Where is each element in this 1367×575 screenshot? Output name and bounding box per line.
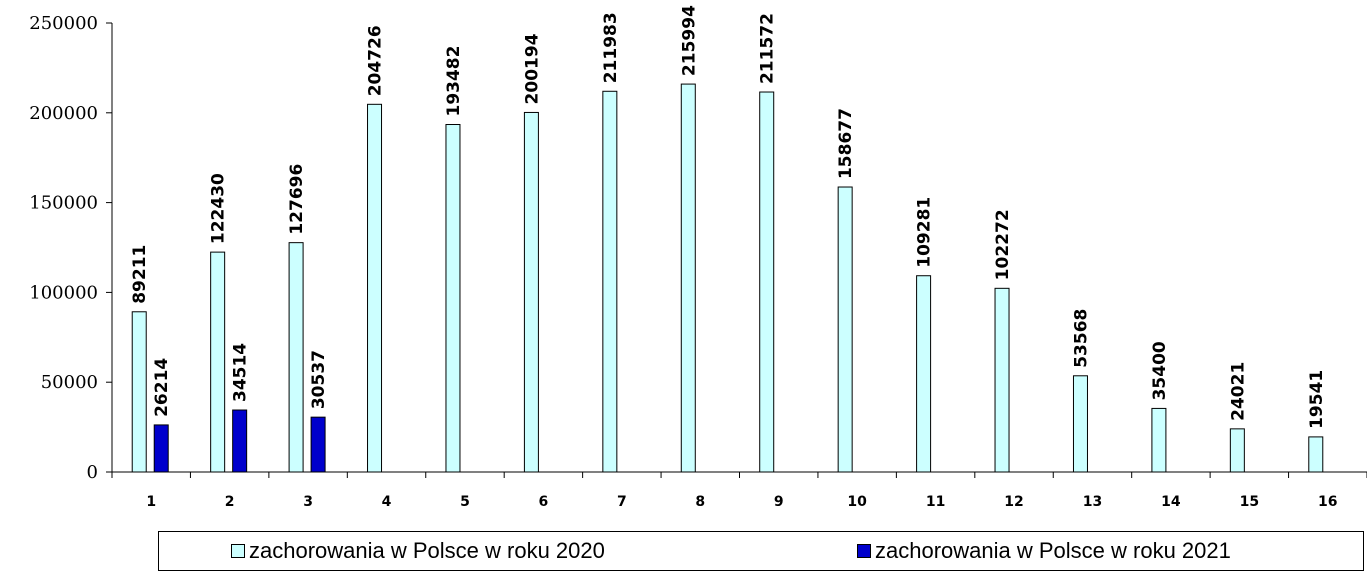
data-label-2021: 30537 <box>309 350 329 409</box>
bar-2020 <box>523 111 539 473</box>
bar-2020 <box>680 83 696 473</box>
y-tick-label: 50000 <box>41 372 98 393</box>
y-tick-label: 200000 <box>29 103 98 124</box>
data-label-2020: 24021 <box>1228 362 1248 421</box>
bar-2021 <box>310 416 326 473</box>
data-label-2021: 34514 <box>231 343 251 402</box>
bar-2020 <box>1151 407 1167 473</box>
bar-2020 <box>602 90 618 473</box>
x-tick-label: 16 <box>1318 494 1337 510</box>
x-tick-label: 9 <box>774 494 784 510</box>
x-tick-label: 12 <box>1004 494 1023 510</box>
legend-item-2021: zachorowania w Polsce w roku 2021 <box>857 538 1231 564</box>
x-tick-label: 1 <box>146 494 156 510</box>
legend-swatch-2021 <box>857 544 871 558</box>
x-tick-label: 7 <box>617 494 627 510</box>
legend-item-2020: zachorowania w Polsce w roku 2020 <box>231 538 605 564</box>
data-label-2020: 53568 <box>1071 309 1091 368</box>
x-tick-label: 6 <box>539 494 549 510</box>
x-tick-label: 10 <box>847 494 867 510</box>
x-tick-label: 14 <box>1161 494 1181 510</box>
bar-2020 <box>288 242 304 473</box>
bar-2020 <box>759 91 775 473</box>
x-tick-label: 8 <box>695 494 705 510</box>
data-label-2020: 19541 <box>1307 370 1327 429</box>
bar-2020 <box>1072 375 1088 473</box>
bar-2020 <box>367 103 383 473</box>
y-tick-label: 150000 <box>29 193 98 214</box>
x-tick-label: 4 <box>382 494 392 510</box>
legend-swatch-2020 <box>231 544 245 558</box>
bar-2020 <box>916 275 932 473</box>
data-label-2020: 158677 <box>836 108 856 179</box>
bars <box>131 83 1324 473</box>
y-tick-label: 250000 <box>29 13 98 34</box>
data-labels: 89211 26214 122430 34514 127696 30537 204726 19… <box>130 5 1327 429</box>
x-tick-label: 5 <box>460 494 470 510</box>
x-axis: 1 2 3 4 5 6 7 8 9 10 11 12 13 14 15 16 <box>111 471 1367 510</box>
data-label-2020: 193482 <box>444 46 464 117</box>
data-label-2020: 102272 <box>993 209 1013 280</box>
bar-2020 <box>1229 428 1245 473</box>
x-tick-label: 15 <box>1240 494 1259 510</box>
data-label-2020: 127696 <box>287 164 307 235</box>
y-tick-label: 0 <box>87 462 98 483</box>
data-label-2020: 200194 <box>522 33 542 104</box>
data-label-2020: 215994 <box>679 5 699 76</box>
bar-2020 <box>1308 436 1324 473</box>
bar-2021 <box>232 409 248 473</box>
data-label-2021: 26214 <box>152 358 172 417</box>
data-label-2020: 204726 <box>366 25 386 96</box>
data-label-2020: 35400 <box>1150 341 1170 400</box>
bar-2020 <box>445 124 461 473</box>
y-axis: 0 50000 100000 150000 200000 250000 <box>29 13 113 483</box>
data-label-2020: 211983 <box>601 12 621 83</box>
x-tick-label: 11 <box>926 494 945 510</box>
x-tick-label: 3 <box>303 494 313 510</box>
bar-2020 <box>994 287 1010 473</box>
data-label-2020: 89211 <box>130 245 150 304</box>
legend: zachorowania w Polsce w roku 2020 zachor… <box>158 531 1364 571</box>
y-tick-label: 100000 <box>29 282 98 303</box>
data-label-2020: 211572 <box>758 13 778 84</box>
bar-2020 <box>210 251 226 473</box>
bar-2020 <box>837 186 853 473</box>
x-tick-label: 13 <box>1083 494 1102 510</box>
data-label-2020: 109281 <box>915 197 935 268</box>
legend-label-2020: zachorowania w Polsce w roku 2020 <box>249 538 605 563</box>
data-label-2020: 122430 <box>209 173 229 244</box>
bar-2021 <box>153 424 169 473</box>
bar-2020 <box>131 311 147 473</box>
x-tick-label: 2 <box>225 494 235 510</box>
legend-label-2021: zachorowania w Polsce w roku 2021 <box>875 538 1231 563</box>
